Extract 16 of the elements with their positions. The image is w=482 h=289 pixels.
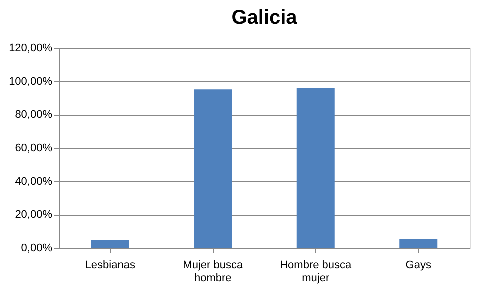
y-tick-label: 60,00% bbox=[15, 142, 53, 154]
y-tick-label: 120,00% bbox=[9, 42, 53, 54]
bar bbox=[400, 239, 438, 248]
y-tick-label: 40,00% bbox=[15, 176, 53, 188]
y-tick-label: 20,00% bbox=[15, 209, 53, 222]
bar bbox=[91, 240, 130, 248]
x-tick-label: Hombre busca mujer bbox=[280, 260, 353, 284]
x-tick-label: Lesbianas bbox=[85, 260, 136, 272]
y-tick-label: 0,00% bbox=[21, 242, 53, 254]
x-tick-label: Gays bbox=[406, 260, 432, 272]
bar bbox=[296, 88, 335, 248]
y-tick-label: 100,00% bbox=[9, 76, 53, 88]
x-tick-label: Mujer busca hombre bbox=[183, 260, 244, 284]
y-tick-label: 80,00% bbox=[15, 109, 53, 122]
bar bbox=[194, 90, 232, 248]
chart-title: Galicia bbox=[232, 7, 298, 29]
